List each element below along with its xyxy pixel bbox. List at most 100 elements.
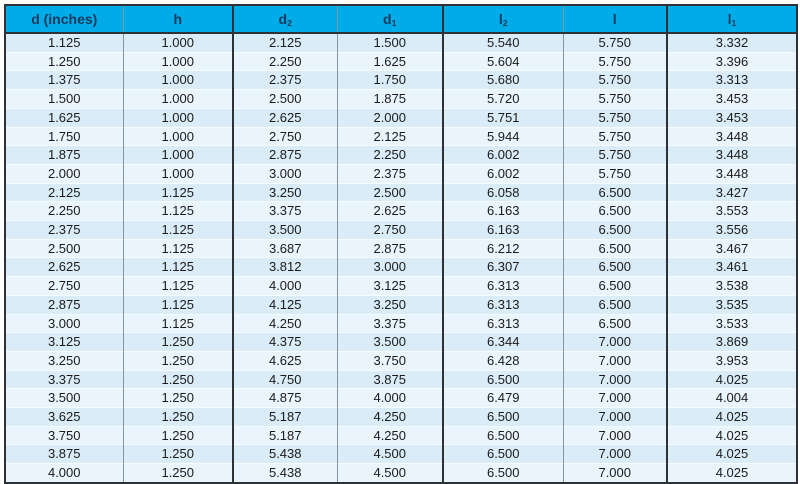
table-row: 2.125 1.125 3.250 2.500 6.058 6.500 3.427: [5, 182, 797, 202]
cell: 5.750: [563, 70, 668, 90]
cell: 4.375: [233, 332, 338, 352]
cell: 2.625: [337, 201, 444, 221]
col-header-label: l: [612, 11, 617, 27]
cell: 2.125: [5, 182, 124, 202]
col-header-label: l: [727, 11, 732, 27]
cell: 6.500: [563, 313, 668, 333]
cell: 3.535: [667, 294, 797, 315]
cell: 3.125: [337, 276, 444, 296]
cell: 7.000: [563, 407, 668, 427]
cell: 4.025: [667, 444, 797, 464]
col-header-subscript: 1: [391, 17, 397, 28]
cell: 3.500: [5, 388, 124, 408]
cell: 5.750: [563, 163, 668, 184]
cell: 6.500: [443, 444, 564, 464]
cell: 5.750: [563, 32, 668, 53]
cell: 4.025: [667, 407, 797, 427]
cell: 1.250: [123, 369, 234, 389]
table-row: 3.500 1.250 4.875 4.000 6.479 7.000 4.004: [5, 388, 797, 408]
cell: 3.750: [5, 425, 124, 445]
table-row: 3.000 1.125 4.250 3.375 6.313 6.500 3.533: [5, 313, 797, 333]
cell: 4.004: [667, 388, 797, 408]
table-row: 1.500 1.000 2.500 1.875 5.720 5.750 3.453: [5, 89, 797, 109]
cell: 5.438: [233, 463, 338, 483]
cell: 1.125: [123, 257, 234, 277]
cell: 1.125: [123, 238, 234, 258]
cell: 1.250: [123, 388, 234, 408]
table-row: 2.000 1.000 3.000 2.375 6.002 5.750 3.448: [5, 163, 797, 184]
cell: 1.000: [123, 126, 234, 146]
cell: 3.553: [667, 201, 797, 221]
cell: 1.250: [123, 425, 234, 445]
cell: 3.453: [667, 89, 797, 109]
header-row: d (inches) h d2 d1 l2 l l1: [5, 5, 797, 34]
cell: 1.125: [123, 276, 234, 296]
cell: 2.625: [233, 107, 338, 128]
cell: 1.125: [5, 32, 124, 53]
cell: 3.687: [233, 238, 338, 258]
cell: 2.000: [337, 107, 444, 128]
cell: 3.332: [667, 32, 797, 53]
col-header-l: l: [563, 5, 668, 34]
cell: 4.750: [233, 369, 338, 389]
cell: 4.025: [667, 425, 797, 445]
cell: 6.313: [443, 276, 564, 296]
cell: 1.125: [123, 182, 234, 202]
cell: 2.750: [337, 220, 444, 240]
cell: 3.375: [337, 313, 444, 333]
cell: 7.000: [563, 463, 668, 483]
cell: 1.125: [123, 313, 234, 333]
table-row: 3.375 1.250 4.750 3.875 6.500 7.000 4.025: [5, 369, 797, 389]
table-row: 1.750 1.000 2.750 2.125 5.944 5.750 3.448: [5, 126, 797, 146]
cell: 5.750: [563, 145, 668, 165]
cell: 2.500: [5, 238, 124, 258]
cell: 5.751: [443, 107, 564, 128]
cell: 3.250: [337, 294, 444, 315]
cell: 6.344: [443, 332, 564, 352]
table-row: 3.125 1.250 4.375 3.500 6.344 7.000 3.869: [5, 332, 797, 352]
table-row: 3.750 1.250 5.187 4.250 6.500 7.000 4.025: [5, 425, 797, 445]
col-header-label: h: [173, 11, 183, 27]
cell: 1.875: [5, 145, 124, 165]
cell: 2.500: [337, 182, 444, 202]
cell: 2.875: [337, 238, 444, 258]
cell: 3.313: [667, 70, 797, 90]
cell: 4.025: [667, 463, 797, 483]
cell: 6.479: [443, 388, 564, 408]
cell: 3.448: [667, 145, 797, 165]
table-row: 3.625 1.250 5.187 4.250 6.500 7.000 4.025: [5, 407, 797, 427]
cell: 4.625: [233, 350, 338, 371]
cell: 1.250: [123, 463, 234, 483]
table-row: 3.875 1.250 5.438 4.500 6.500 7.000 4.025: [5, 444, 797, 464]
table-row: 1.125 1.000 2.125 1.500 5.540 5.750 3.332: [5, 32, 797, 53]
col-header-h: h: [123, 5, 234, 34]
cell: 3.427: [667, 182, 797, 202]
table-header: d (inches) h d2 d1 l2 l l1: [5, 5, 797, 34]
cell: 3.750: [337, 350, 444, 371]
cell: 5.604: [443, 51, 564, 71]
col-header-d-inches: d (inches): [5, 5, 124, 34]
col-header-d1: d1: [337, 5, 444, 34]
cell: 1.750: [5, 126, 124, 146]
table-row: 2.375 1.125 3.500 2.750 6.163 6.500 3.556: [5, 220, 797, 240]
table-row: 1.875 1.000 2.875 2.250 6.002 5.750 3.448: [5, 145, 797, 165]
cell: 6.163: [443, 220, 564, 240]
cell: 4.875: [233, 388, 338, 408]
cell: 4.250: [337, 407, 444, 427]
cell: 6.428: [443, 350, 564, 371]
cell: 3.500: [233, 220, 338, 240]
cell: 5.680: [443, 70, 564, 90]
cell: 5.187: [233, 425, 338, 445]
cell: 2.625: [5, 257, 124, 277]
spec-table-frame: d (inches) h d2 d1 l2 l l1 1.125 1.000 2.1…: [4, 4, 798, 484]
cell: 4.500: [337, 463, 444, 483]
cell: 3.375: [233, 201, 338, 221]
table-row: 2.500 1.125 3.687 2.875 6.212 6.500 3.467: [5, 238, 797, 258]
cell: 6.500: [443, 425, 564, 445]
cell: 6.002: [443, 145, 564, 165]
cell: 1.250: [123, 407, 234, 427]
cell: 4.000: [5, 463, 124, 483]
cell: 3.556: [667, 220, 797, 240]
cell: 1.125: [123, 294, 234, 315]
cell: 5.750: [563, 126, 668, 146]
